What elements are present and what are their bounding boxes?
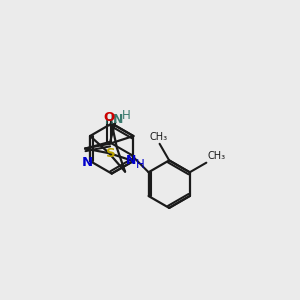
- Text: H: H: [122, 109, 131, 122]
- Text: CH₃: CH₃: [208, 151, 226, 160]
- Text: H: H: [136, 158, 145, 171]
- Text: N: N: [82, 156, 93, 169]
- Text: O: O: [103, 110, 115, 124]
- Text: H: H: [104, 114, 113, 127]
- Text: N: N: [112, 113, 123, 126]
- Text: CH₃: CH₃: [149, 132, 167, 142]
- Text: S: S: [106, 147, 116, 160]
- Text: N: N: [126, 154, 137, 167]
